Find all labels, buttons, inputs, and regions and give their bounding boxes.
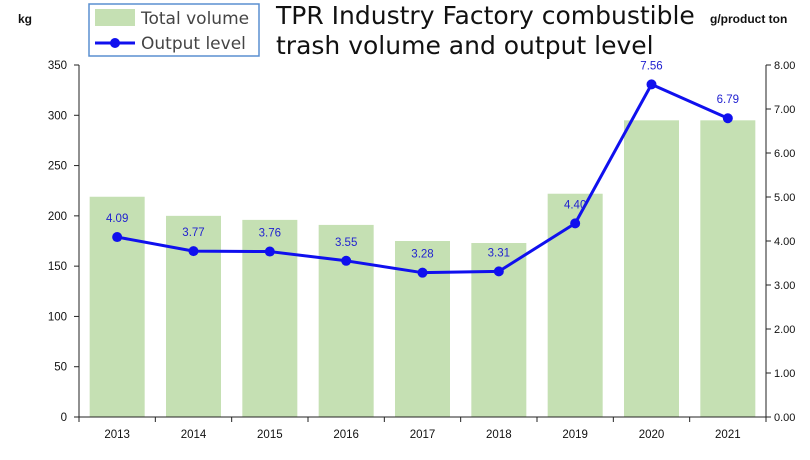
point-2016 [341,255,352,266]
point-2018 [493,266,504,277]
point-2019 [570,218,581,229]
x-tick-label: 2014 [181,429,207,441]
point-2017 [417,267,428,278]
bar-2017 [395,241,450,417]
x-tick-label: 2018 [486,429,512,441]
x-tick-label: 2020 [639,429,665,441]
line-series-output-level: 4.09 3.77 3.76 3.55 3.28 3.31 4.40 7.56 6.79 [106,60,739,278]
left-tick-label: 50 [54,362,67,374]
bar-2019 [547,193,603,417]
right-tick-label: 2.00 [774,324,795,336]
bar-2013 [89,196,145,417]
x-tick-label: 2017 [410,429,436,441]
point-2020 [646,79,657,90]
data-label-2021: 6.79 [717,94,739,106]
x-tick-label: 2021 [715,429,741,441]
data-label-2019: 4.40 [564,199,586,211]
right-tick-label: 5.00 [774,192,795,204]
bar-2014 [166,215,221,417]
axes: 0 50 100 150 200 250 300 350 0.00 1.00 2.00 3.00 4.0… [48,60,796,441]
data-label-2020: 7.56 [640,60,662,72]
left-tick-label: 200 [48,211,67,223]
left-tick-label: 0 [61,412,67,424]
right-tick-label: 7.00 [774,104,795,116]
bar-2016 [318,224,374,417]
point-2013 [112,232,123,243]
data-label-2018: 3.31 [488,247,510,259]
x-tick-label: 2019 [562,429,588,441]
left-axis-unit-label: kg [18,12,32,26]
legend: Total volume Output level [88,3,260,57]
right-tick-label: 8.00 [774,60,795,72]
right-tick-label: 3.00 [774,280,795,292]
data-label-2014: 3.77 [182,227,204,239]
legend-label-total-volume: Total volume [140,9,249,29]
chart-title-line-1: TPR Industry Factory combustible [275,1,695,30]
bar-2020 [624,120,679,418]
data-label-2015: 3.76 [259,228,281,240]
right-tick-label: 6.00 [774,148,795,160]
bar-2021 [700,120,756,418]
point-2014 [188,246,199,257]
x-tick-label: 2016 [333,429,359,441]
data-label-2016: 3.55 [335,237,357,249]
right-tick-label: 0.00 [774,412,795,424]
legend-label-output-level: Output level [141,34,246,54]
right-tick-label: 4.00 [774,236,795,248]
left-tick-label: 350 [48,60,67,72]
point-2021 [722,113,733,124]
x-tick-label: 2015 [257,429,283,441]
data-label-2013: 4.09 [106,213,128,225]
data-label-2017: 3.28 [411,249,433,261]
left-tick-label: 300 [48,110,67,122]
legend-marker-output-level [110,38,120,48]
point-2015 [264,246,275,257]
legend-swatch-total-volume [95,9,135,26]
left-tick-label: 150 [48,261,67,273]
left-tick-label: 100 [48,311,67,323]
chart-title-line-2: trash volume and output level [276,31,654,60]
x-tick-label: 2013 [104,429,130,441]
right-tick-label: 1.00 [774,368,795,380]
left-tick-label: 250 [48,161,67,173]
right-axis-unit-label: g/product ton [710,12,787,26]
